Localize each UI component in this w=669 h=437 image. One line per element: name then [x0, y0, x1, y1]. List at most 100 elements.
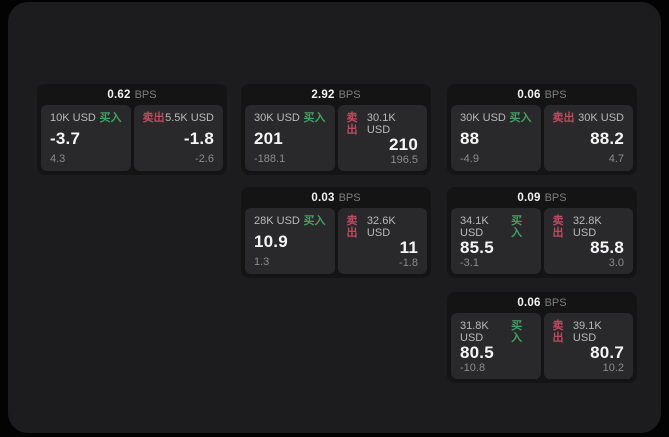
buy-delta: -188.1	[254, 153, 286, 165]
sell-panel[interactable]: 卖出 5.5K USD -1.8 -2.6	[133, 105, 223, 171]
sell-panel[interactable]: 卖出 32.6K USD 11 -1.8	[337, 208, 427, 274]
bps-unit-label: BPS	[338, 88, 361, 101]
buy-price: -3.7	[50, 128, 81, 148]
sell-panel-top: 卖出 32.8K USD	[553, 215, 625, 239]
sell-side-label: 卖出	[552, 112, 575, 124]
buy-side-label: 买入	[511, 320, 523, 344]
buy-price: 88	[460, 128, 480, 148]
buy-delta: -10.8	[460, 362, 486, 374]
sell-panel[interactable]: 卖出 39.1K USD 80.7 10.2	[543, 313, 633, 379]
sell-side-label: 卖出	[552, 320, 564, 344]
buy-delta: 1.3	[254, 256, 270, 268]
bps-unit-label: BPS	[134, 88, 157, 101]
buy-side-label: 买入	[99, 112, 122, 124]
bps-value: 2.92	[311, 88, 335, 101]
bps-value: 0.03	[311, 191, 335, 204]
buy-panel-top: 10K USD 买入	[50, 112, 122, 124]
buy-amount: 31.8K USD	[460, 320, 489, 344]
buy-amount: 28K USD	[254, 215, 300, 227]
bps-unit-label: BPS	[544, 88, 567, 101]
buy-amount: 10K USD	[50, 112, 96, 124]
quote-panels: 30K USD 买入 201 -188.1 卖出 30.1K USD 210 1…	[241, 105, 431, 175]
sell-side-label: 卖出	[346, 112, 358, 136]
sell-price: 11	[399, 238, 418, 257]
sell-side-label: 卖出	[346, 215, 358, 239]
bps-value: 0.06	[517, 88, 541, 101]
sell-delta: 3.0	[608, 257, 624, 269]
bps-header: 0.09 BPS	[447, 187, 637, 208]
buy-delta: 4.3	[50, 153, 66, 165]
buy-panel-top: 30K USD 买入	[254, 112, 326, 124]
sell-amount: 39.1K USD	[572, 320, 602, 344]
buy-side-label: 买入	[303, 215, 326, 227]
quote-card: 0.06 BPS 31.8K USD 买入 80.5 -10.8 卖出 39.1…	[447, 292, 637, 383]
sell-price: 80.7	[590, 343, 624, 362]
sell-delta: -1.8	[399, 257, 418, 269]
bps-unit-label: BPS	[544, 191, 567, 204]
bps-header: 0.06 BPS	[447, 292, 637, 313]
sell-price: 88.2	[590, 128, 624, 148]
quote-panels: 31.8K USD 买入 80.5 -10.8 卖出 39.1K USD 80.…	[447, 313, 637, 383]
buy-panel-top: 34.1K USD 买入	[460, 215, 532, 239]
sell-panel-top: 卖出 39.1K USD	[553, 320, 625, 344]
sell-price: -1.8	[183, 128, 214, 148]
buy-price: 201	[254, 128, 283, 148]
buy-side-label: 买入	[303, 112, 326, 124]
sell-panel-top: 卖出 32.6K USD	[347, 215, 419, 239]
bps-header: 0.06 BPS	[447, 84, 637, 105]
bps-value: 0.09	[517, 191, 541, 204]
bps-value: 0.62	[107, 88, 131, 101]
bps-header: 0.03 BPS	[241, 187, 431, 208]
buy-side-label: 买入	[511, 215, 523, 239]
buy-amount: 30K USD	[254, 112, 300, 124]
quote-card: 2.92 BPS 30K USD 买入 201 -188.1 卖出 30.1K …	[241, 84, 431, 175]
sell-amount: 32.8K USD	[572, 215, 602, 239]
bps-unit-label: BPS	[338, 191, 361, 204]
buy-panel-top: 28K USD 买入	[254, 215, 326, 227]
sell-panel-top: 卖出 5.5K USD	[143, 112, 215, 124]
sell-amount: 30.1K USD	[366, 112, 396, 136]
bps-unit-label: BPS	[544, 296, 567, 309]
buy-panel[interactable]: 10K USD 买入 -3.7 4.3	[41, 105, 131, 171]
bps-value: 0.06	[517, 296, 541, 309]
buy-amount: 34.1K USD	[460, 215, 489, 239]
sell-panel[interactable]: 卖出 32.8K USD 85.8 3.0	[543, 208, 633, 274]
quote-card: 0.03 BPS 28K USD 买入 10.9 1.3 卖出 32.6K US…	[241, 187, 431, 278]
buy-delta: -4.9	[460, 153, 479, 165]
bps-header: 0.62 BPS	[37, 84, 227, 105]
buy-panel[interactable]: 30K USD 买入 88 -4.9	[451, 105, 541, 171]
sell-delta: 196.5	[390, 154, 418, 166]
sell-delta: -2.6	[195, 153, 214, 165]
sell-delta: 10.2	[602, 362, 624, 374]
quote-panels: 34.1K USD 买入 85.5 -3.1 卖出 32.8K USD 85.8…	[447, 208, 637, 278]
quote-panels: 30K USD 买入 88 -4.9 卖出 30K USD 88.2 4.7	[447, 105, 637, 175]
buy-panel[interactable]: 34.1K USD 买入 85.5 -3.1	[451, 208, 541, 274]
quote-panels: 28K USD 买入 10.9 1.3 卖出 32.6K USD 11 -1.8	[241, 208, 431, 278]
sell-amount: 32.6K USD	[366, 215, 396, 239]
sell-delta: 4.7	[608, 153, 624, 165]
quote-panels: 10K USD 买入 -3.7 4.3 卖出 5.5K USD -1.8 -2.…	[37, 105, 227, 175]
sell-panel-top: 卖出 30.1K USD	[347, 112, 419, 136]
buy-panel[interactable]: 28K USD 买入 10.9 1.3	[245, 208, 335, 274]
buy-delta: -3.1	[460, 257, 479, 269]
buy-panel[interactable]: 31.8K USD 买入 80.5 -10.8	[451, 313, 541, 379]
bps-header: 2.92 BPS	[241, 84, 431, 105]
buy-panel-top: 31.8K USD 买入	[460, 320, 532, 344]
quote-card: 0.62 BPS 10K USD 买入 -3.7 4.3 卖出 5.5K USD…	[37, 84, 227, 175]
sell-side-label: 卖出	[552, 215, 564, 239]
buy-price: 85.5	[460, 238, 494, 257]
sell-panel-top: 卖出 30K USD	[553, 112, 625, 124]
sell-panel[interactable]: 卖出 30.1K USD 210 196.5	[337, 105, 427, 171]
buy-panel-top: 30K USD 买入	[460, 112, 532, 124]
sell-amount: 30K USD	[578, 112, 624, 124]
quote-card: 0.06 BPS 30K USD 买入 88 -4.9 卖出 30K USD 8…	[447, 84, 637, 175]
sell-panel[interactable]: 卖出 30K USD 88.2 4.7	[543, 105, 633, 171]
buy-price: 10.9	[254, 231, 288, 251]
sell-side-label: 卖出	[142, 112, 165, 124]
quote-card: 0.09 BPS 34.1K USD 买入 85.5 -3.1 卖出 32.8K…	[447, 187, 637, 278]
buy-panel[interactable]: 30K USD 买入 201 -188.1	[245, 105, 335, 171]
sell-price: 210	[389, 135, 418, 154]
sell-amount: 5.5K USD	[165, 112, 214, 124]
buy-price: 80.5	[460, 343, 494, 362]
